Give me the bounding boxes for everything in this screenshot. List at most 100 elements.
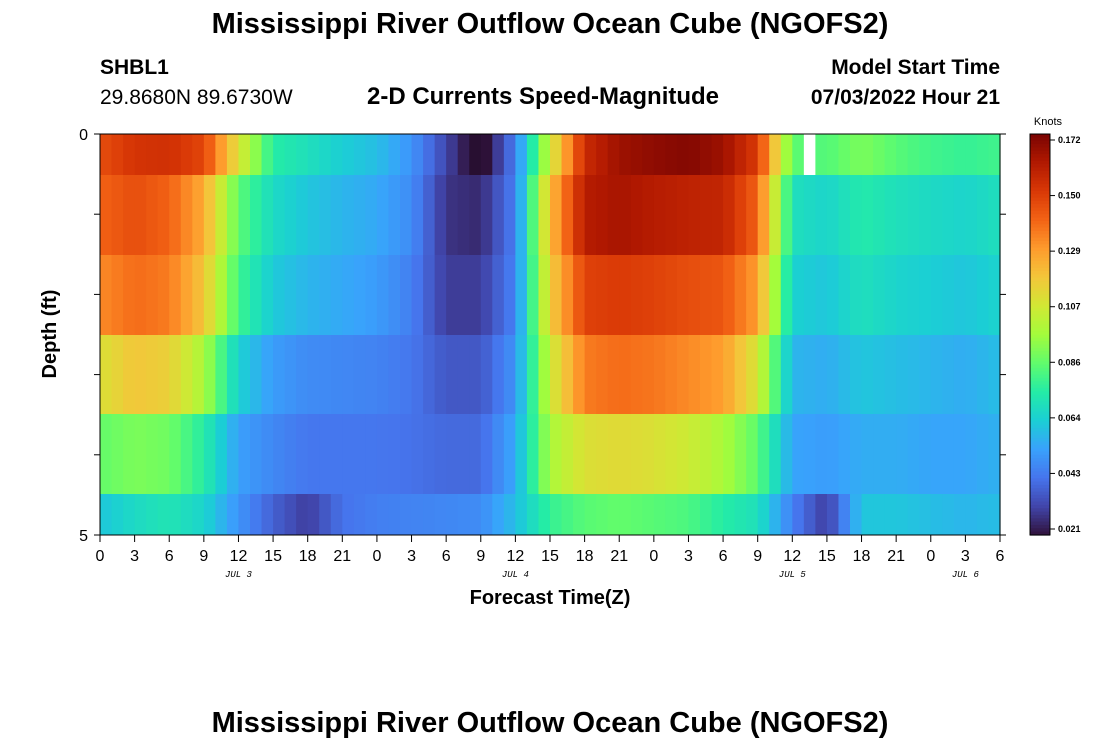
heatmap-cell bbox=[261, 175, 274, 255]
heatmap-cell bbox=[261, 494, 274, 535]
heatmap-cell bbox=[734, 255, 747, 335]
heatmap-cell bbox=[826, 134, 840, 175]
colorbar-segment bbox=[1030, 237, 1050, 242]
heatmap-cell bbox=[365, 335, 378, 414]
heatmap-cell bbox=[769, 414, 782, 494]
heatmap-cell bbox=[457, 134, 470, 175]
heatmap-cell bbox=[134, 494, 147, 535]
heatmap-cell bbox=[434, 414, 447, 494]
colorbar-segment bbox=[1030, 394, 1050, 399]
heatmap-cell bbox=[411, 494, 424, 535]
heatmap-cell bbox=[619, 414, 632, 494]
heatmap-cell bbox=[734, 494, 747, 535]
heatmap-cell bbox=[538, 494, 551, 535]
colorbar-segment bbox=[1030, 197, 1050, 202]
heatmap-cell bbox=[988, 175, 1001, 255]
heatmap-cell bbox=[157, 175, 170, 255]
heatmap-cell bbox=[607, 414, 620, 494]
heatmap-cell bbox=[607, 335, 620, 414]
heatmap-cell bbox=[365, 414, 378, 494]
heatmap-cell bbox=[757, 175, 770, 255]
heatmap-cell bbox=[873, 175, 886, 255]
heatmap-cell bbox=[296, 414, 309, 494]
heatmap-cell bbox=[226, 134, 240, 175]
heatmap-cell bbox=[896, 255, 909, 335]
heatmap-cell bbox=[180, 335, 193, 414]
heatmap-cell bbox=[411, 414, 424, 494]
colorbar-segment bbox=[1030, 190, 1050, 195]
heatmap-cell bbox=[896, 134, 909, 175]
colorbar-segment bbox=[1030, 414, 1050, 419]
heatmap-cell bbox=[203, 335, 216, 414]
heatmap-cell bbox=[803, 255, 816, 335]
colorbar-segment bbox=[1030, 257, 1050, 262]
colorbar-segment bbox=[1030, 471, 1050, 476]
colorbar-tick-label: 0.086 bbox=[1058, 357, 1081, 367]
heatmap-cell bbox=[688, 134, 701, 175]
colorbar-segment bbox=[1030, 434, 1050, 439]
heatmap-cell bbox=[376, 335, 390, 414]
heatmap-cell bbox=[146, 494, 159, 535]
colorbar-segment bbox=[1030, 528, 1050, 533]
heatmap-cell bbox=[169, 494, 182, 535]
heatmap-cell bbox=[861, 494, 874, 535]
heatmap-cell bbox=[723, 414, 736, 494]
heatmap-cell bbox=[203, 494, 216, 535]
colorbar-segment bbox=[1030, 164, 1050, 169]
heatmap-cell bbox=[100, 494, 113, 535]
heatmap-cell bbox=[123, 494, 136, 535]
heatmap-cell bbox=[873, 494, 886, 535]
heatmap-cell bbox=[942, 414, 955, 494]
heatmap-cell bbox=[296, 335, 309, 414]
heatmap-cell bbox=[111, 134, 124, 175]
heatmap-cell bbox=[261, 255, 274, 335]
heatmap-cell bbox=[850, 414, 863, 494]
heatmap-cell bbox=[469, 255, 482, 335]
heatmap-cell bbox=[388, 494, 401, 535]
heatmap-cell bbox=[803, 175, 816, 255]
x-tick-label: 0 bbox=[649, 548, 658, 565]
x-tick-label: 3 bbox=[130, 548, 139, 565]
heatmap-cell bbox=[907, 335, 920, 414]
heatmap-cell bbox=[884, 175, 897, 255]
heatmap-cell bbox=[250, 494, 263, 535]
heatmap-cell bbox=[526, 414, 540, 494]
heatmap-cell bbox=[780, 175, 793, 255]
colorbar-segment bbox=[1030, 187, 1050, 192]
heatmap-cell bbox=[296, 175, 309, 255]
heatmap-cell bbox=[169, 255, 182, 335]
x-tick-label: 0 bbox=[372, 548, 381, 565]
x-tick-label: 21 bbox=[610, 548, 628, 565]
colorbar-segment bbox=[1030, 281, 1050, 285]
heatmap-cell bbox=[400, 134, 413, 175]
heatmap-cell bbox=[146, 134, 159, 175]
heatmap-cell bbox=[226, 494, 240, 535]
heatmap-cell bbox=[538, 414, 551, 494]
heatmap-cell bbox=[815, 175, 828, 255]
colorbar-segment bbox=[1030, 170, 1050, 175]
colorbar-segment bbox=[1030, 304, 1050, 309]
heatmap-cell bbox=[538, 175, 551, 255]
heatmap-cell bbox=[319, 134, 332, 175]
heatmap-cell bbox=[965, 414, 978, 494]
heatmap-cell bbox=[215, 175, 228, 255]
heatmap-cell bbox=[353, 335, 366, 414]
model-start-value: 07/03/2022 Hour 21 bbox=[810, 86, 1000, 109]
heatmap-cell bbox=[676, 494, 690, 535]
heatmap-cell bbox=[596, 175, 609, 255]
heatmap-cell bbox=[296, 134, 309, 175]
heatmap-cell bbox=[930, 494, 943, 535]
heatmap-cell bbox=[850, 255, 863, 335]
heatmap-cell bbox=[769, 494, 782, 535]
colorbar-segment bbox=[1030, 297, 1050, 302]
colorbar-segment bbox=[1030, 501, 1050, 506]
heatmap-cell bbox=[238, 335, 251, 414]
heatmap-cell bbox=[734, 414, 747, 494]
heatmap-cell bbox=[676, 175, 690, 255]
heatmap-cell bbox=[792, 175, 805, 255]
x-tick-label: 18 bbox=[576, 548, 594, 565]
colorbar-segment bbox=[1030, 154, 1050, 158]
heatmap-cell bbox=[434, 255, 447, 335]
heatmap-cell bbox=[515, 255, 528, 335]
heatmap-cell bbox=[307, 175, 320, 255]
